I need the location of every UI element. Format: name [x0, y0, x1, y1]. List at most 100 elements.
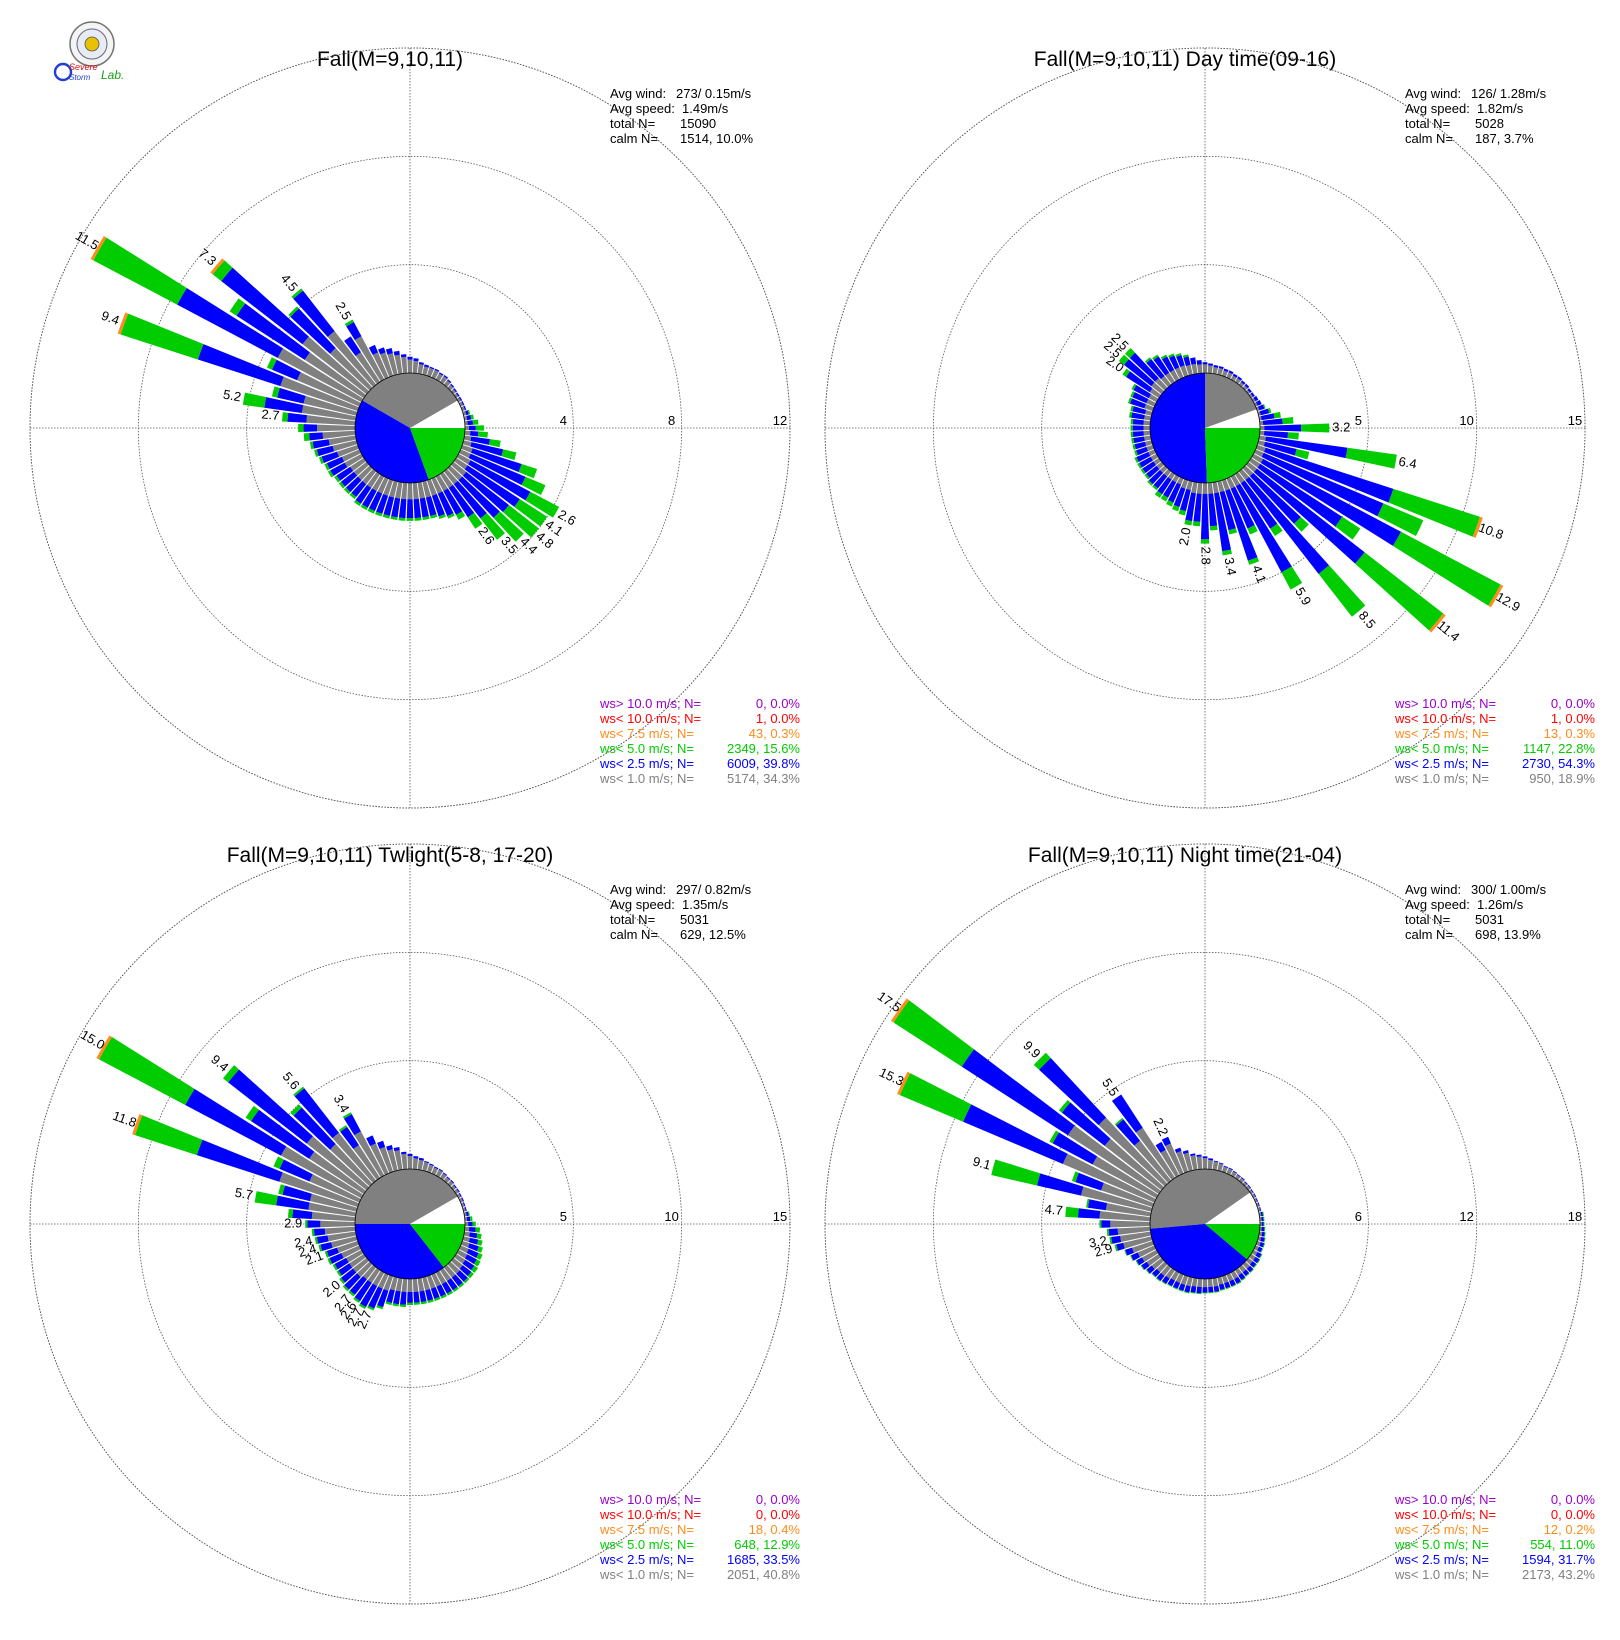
petal-band-lt2_5 — [277, 387, 306, 404]
petal-band-lt1 — [1149, 388, 1162, 399]
petal-band-lt1 — [450, 1257, 463, 1269]
petal-band-lt5 — [503, 505, 539, 538]
petal-band-lt5 — [342, 1285, 349, 1292]
petal-band-lt2_5 — [1152, 1268, 1161, 1277]
petal-band-lt5 — [314, 449, 319, 457]
petal-band-lt5 — [1065, 1206, 1079, 1218]
legend-value-lt7_5: 43, 0.3% — [749, 726, 801, 741]
petal-band-lt1 — [1257, 1207, 1261, 1212]
petal-band-lt5 — [349, 492, 357, 500]
petal-band-lt2_5 — [1196, 360, 1202, 365]
petal-band-lt1 — [458, 449, 471, 458]
petal-band-lt5 — [334, 475, 341, 483]
petal-280: 5.2 — [222, 387, 357, 421]
inner-pie — [354, 372, 466, 484]
petal-band-lt2_5 — [446, 1176, 451, 1180]
petal-band-lt2_5 — [1213, 1285, 1220, 1292]
petal-band-lt1 — [394, 1150, 403, 1171]
petal-335: 2.2 — [1150, 1115, 1184, 1176]
petal-100 — [463, 435, 501, 448]
petal-band-lt2_5 — [1173, 486, 1186, 508]
petal-band-lt2_5 — [1077, 1208, 1101, 1219]
petal-band-lt2_5 — [1132, 406, 1147, 415]
petal-band-lt2_5 — [313, 1228, 326, 1236]
petal-band-lt5 — [477, 1246, 483, 1253]
petal-band-lt2_5 — [1232, 1170, 1238, 1174]
petal-band-lt2_5 — [407, 356, 413, 360]
petal-band-lt2_5 — [1162, 1275, 1170, 1284]
petal-band-lt5 — [1175, 352, 1182, 357]
petal-band-lt1 — [1253, 401, 1258, 407]
petal-band-lt2_5 — [1253, 1256, 1260, 1264]
petal-15 — [1217, 1162, 1224, 1172]
petal-10 — [1212, 364, 1219, 375]
petal-band-lt1 — [401, 1278, 408, 1292]
petal-band-lt2_5 — [470, 436, 490, 445]
petal-band-lt5 — [1214, 1291, 1220, 1293]
petal-band-lt5 — [472, 1221, 476, 1227]
petal-75 — [462, 409, 471, 416]
petal-band-lt2_5 — [446, 1278, 458, 1291]
petal-band-lt5 — [1236, 1281, 1242, 1285]
petal-band-lt5 — [1241, 1277, 1246, 1281]
petal-145 — [1234, 471, 1283, 537]
petal-band-lt1 — [401, 1153, 408, 1170]
petal-band-lt5 — [1178, 509, 1186, 516]
petal-band-lt1 — [443, 1264, 456, 1278]
petal-band-lt5 — [1190, 1291, 1196, 1294]
petal-band-lt2_5 — [961, 1049, 1075, 1136]
petal-band-lt2_5 — [378, 347, 386, 355]
petal-band-lt2_5 — [1161, 356, 1175, 373]
petal-275 — [287, 1208, 356, 1222]
petal-band-lt2_5 — [276, 1195, 310, 1210]
petal-245 — [327, 1245, 362, 1265]
petal-band-lt2_5 — [1179, 488, 1191, 512]
legend-label-lt1: ws< 1.0 m/s; N= — [599, 1567, 694, 1582]
petal-band-lt1 — [1180, 1274, 1189, 1285]
petal-65 — [1253, 399, 1262, 407]
petal-225 — [342, 1261, 373, 1292]
petal-band-lt1 — [426, 478, 437, 496]
petal-band-lt5 — [358, 1303, 367, 1309]
petal-band-lt5 — [1140, 468, 1146, 475]
ring-4 — [246, 264, 574, 592]
petal-band-lt1 — [435, 1169, 443, 1178]
petal-band-lt2_5 — [1052, 1132, 1098, 1165]
petal-100 — [463, 1231, 482, 1240]
petal-band-lt1 — [1234, 471, 1245, 484]
petal-band-lt2_5 — [1153, 356, 1170, 376]
petal-band-lt2_5 — [1235, 483, 1292, 573]
petal-band-lt1 — [1251, 1193, 1256, 1199]
petal-340 — [377, 1140, 394, 1174]
petal-band-lt2_5 — [196, 1139, 283, 1182]
petal-band-lt2_5 — [425, 1288, 434, 1301]
petal-205 — [1166, 476, 1184, 507]
petal-band-lt2_5 — [1223, 1165, 1229, 1169]
petal-band-lt1 — [1191, 1277, 1198, 1287]
petal-band-lt5 — [438, 514, 446, 519]
petal-band-lt5 — [1106, 1228, 1110, 1237]
petal-290: 9.4 — [99, 308, 360, 412]
petal-band-lt5 — [1130, 1255, 1134, 1261]
petal-350 — [393, 1146, 403, 1171]
petal-band-lt2_5 — [431, 494, 445, 517]
petal-band-lt1 — [458, 401, 464, 407]
petal-95 — [464, 430, 488, 438]
petal-band-lt2_5 — [343, 1114, 361, 1136]
legend-label-lt5: ws< 5.0 m/s; N= — [599, 1537, 694, 1552]
petal-band-lt1 — [1226, 476, 1235, 489]
petal-band-lt5 — [1131, 437, 1135, 444]
petal-band-lt5 — [311, 1228, 315, 1237]
petal-band-lt5 — [413, 1302, 421, 1305]
polar-axes — [30, 844, 790, 1604]
petal-band-lt2_5 — [1131, 412, 1145, 420]
petal-band-lt2_5 — [1208, 1158, 1214, 1161]
legend-value-lt5: 1147, 22.8% — [1523, 741, 1595, 756]
petal-band-lt1 — [330, 348, 373, 391]
petal-band-lt2_5 — [1142, 461, 1156, 473]
petal-340 — [378, 347, 394, 378]
petal-band-lt2_5 — [1075, 1172, 1104, 1191]
petal-190 — [1190, 1277, 1198, 1294]
petal-band-lt2_5 — [399, 1291, 407, 1305]
petal-band-lt1 — [394, 354, 403, 375]
